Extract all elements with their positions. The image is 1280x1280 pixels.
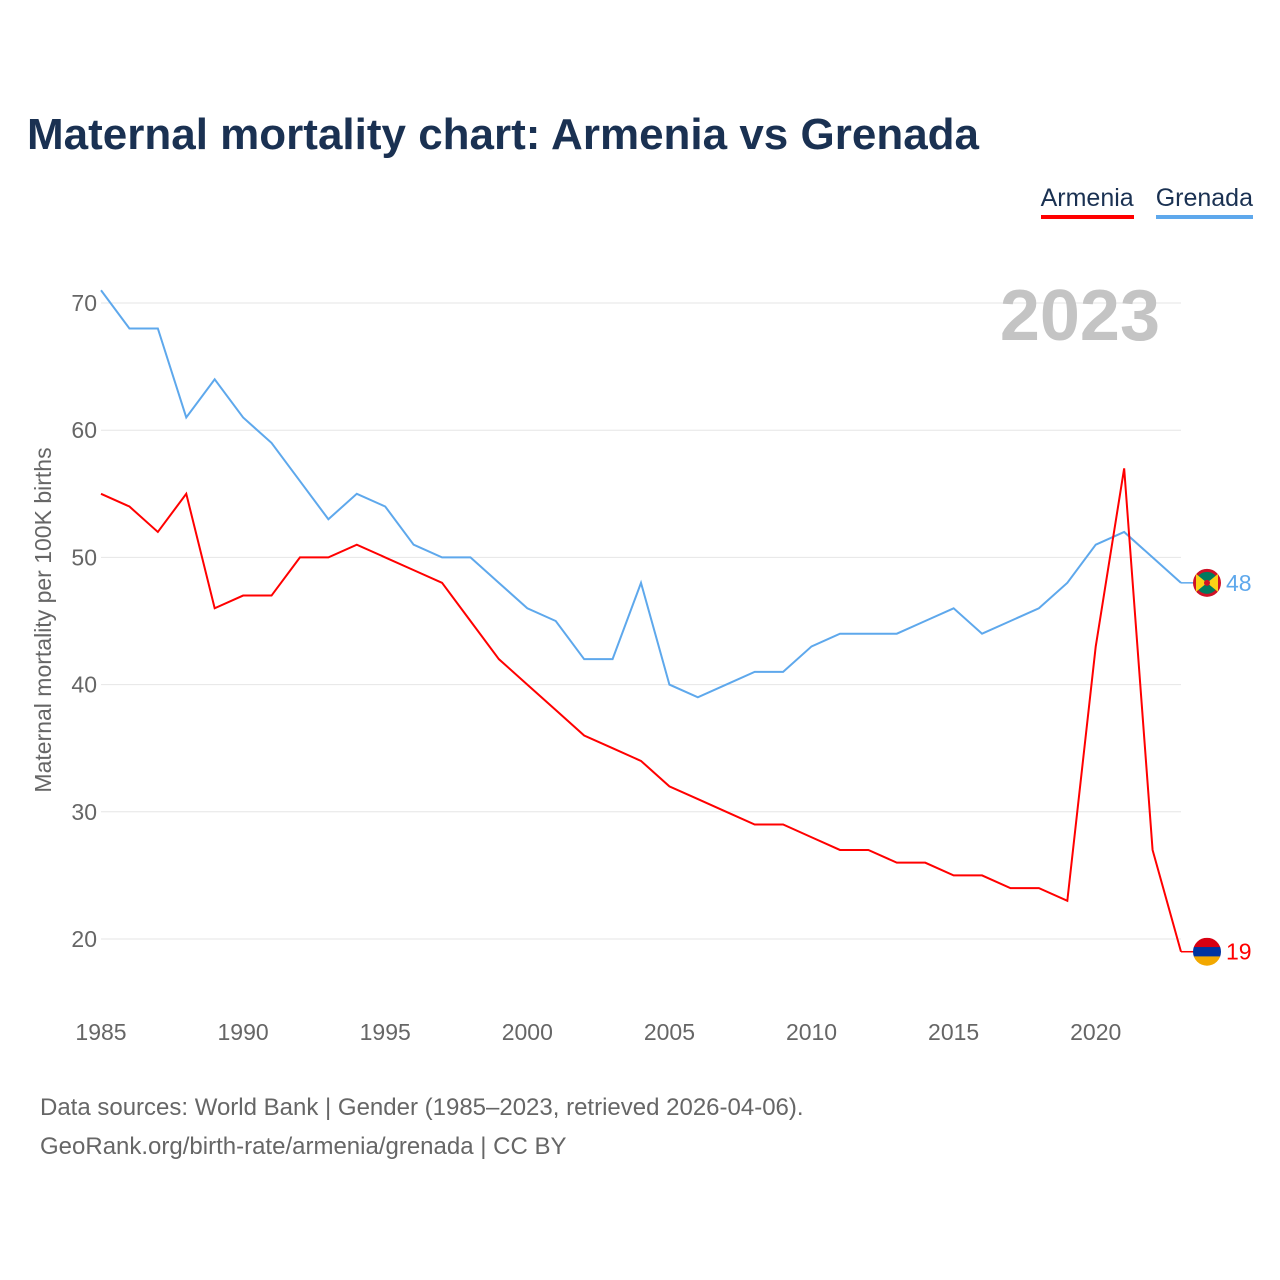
grenada-flag-icon [1193, 568, 1221, 597]
legend-armenia[interactable]: Armenia [1040, 184, 1134, 219]
legend-grenada[interactable]: Grenada [1155, 184, 1253, 219]
y-tick-label: 30 [71, 799, 97, 825]
y-axis-label: Maternal mortality per 100K births [30, 447, 56, 792]
x-tick-label: 2010 [786, 1019, 837, 1045]
x-tick-label: 1995 [360, 1019, 411, 1045]
armenia-flag-icon [1193, 937, 1221, 966]
x-tick-label: 2005 [644, 1019, 695, 1045]
series-line-armenia [100, 468, 1182, 952]
source-note: Data sources: World Bank | Gender (1985–… [40, 1094, 804, 1121]
year-watermark: 2023 [1000, 276, 1160, 356]
x-tick-label: 1985 [75, 1019, 126, 1045]
footer: Data sources: World Bank | Gender (1985–… [40, 1088, 804, 1166]
x-tick-label: 2000 [502, 1019, 553, 1045]
y-tick-label: 40 [71, 672, 97, 698]
x-tick-label: 2015 [928, 1019, 979, 1045]
end-value-label: 48 [1226, 570, 1252, 596]
series-line-grenada [100, 289, 1182, 699]
y-tick-label: 60 [71, 417, 97, 443]
y-tick-label: 70 [71, 290, 97, 316]
legend: Armenia Grenada [1040, 184, 1253, 219]
end-value-label: 19 [1226, 939, 1252, 965]
y-tick-label: 50 [71, 544, 97, 570]
source-link[interactable]: GeoRank.org/birth-rate/armenia/grenada |… [40, 1133, 567, 1160]
x-tick-label: 1990 [218, 1019, 269, 1045]
x-tick-label: 2020 [1070, 1019, 1121, 1045]
y-tick-label: 20 [71, 926, 97, 952]
chart-title: Maternal mortality chart: Armenia vs Gre… [27, 110, 980, 159]
